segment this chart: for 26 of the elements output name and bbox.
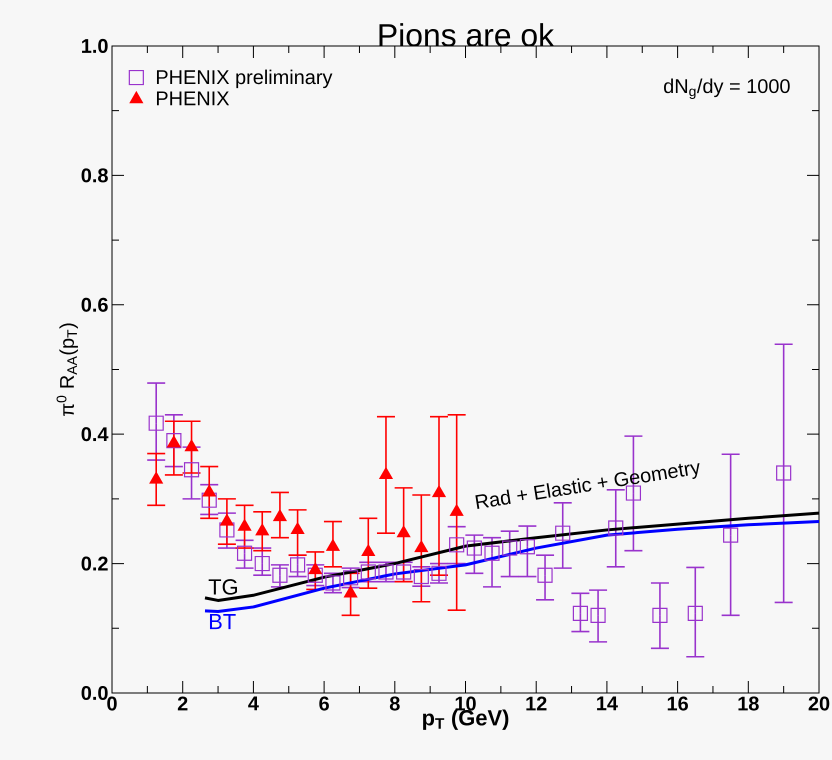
x-tick-label: 2 <box>178 696 188 710</box>
x-tick-label: 16 <box>668 696 688 711</box>
y-tick-label: 0.4 <box>82 427 108 442</box>
legend-label: PHENIX <box>156 92 230 106</box>
x-tick-label: 20 <box>808 696 830 711</box>
x-tick-label: 6 <box>319 696 329 711</box>
y-tick-label: 0.8 <box>82 168 108 182</box>
series-label: BT <box>210 614 236 630</box>
x-tick-label: 14 <box>597 696 618 710</box>
chart-title: Pions are ok <box>380 23 554 46</box>
series-label: TG <box>208 579 237 595</box>
x-tick-label: 0 <box>107 696 117 711</box>
x-tick-label: 18 <box>738 696 759 711</box>
y-tick-label: 0.6 <box>82 298 108 312</box>
y-tick-label: 0.0 <box>82 686 108 700</box>
x-axis-title: p$_{T}$ (GeV) <box>423 709 508 730</box>
legend-label: PHENIX preliminary <box>156 70 332 88</box>
y-tick-label: 0.2 <box>82 556 108 571</box>
x-tick-label: 12 <box>526 696 546 710</box>
annotation: Rad + Elastic + Geometry <box>475 463 700 509</box>
y-tick-label: 1.0 <box>82 38 108 54</box>
y-axis-title: π$^{0}$ R$_{AA}$(p$_{T}$) <box>56 324 78 416</box>
x-tick-label: 8 <box>390 696 400 711</box>
x-tick-label: 10 <box>456 696 476 711</box>
x-tick-label: 4 <box>248 696 259 710</box>
annotation: dN$_{g}$/dy = 1000 <box>664 78 790 99</box>
